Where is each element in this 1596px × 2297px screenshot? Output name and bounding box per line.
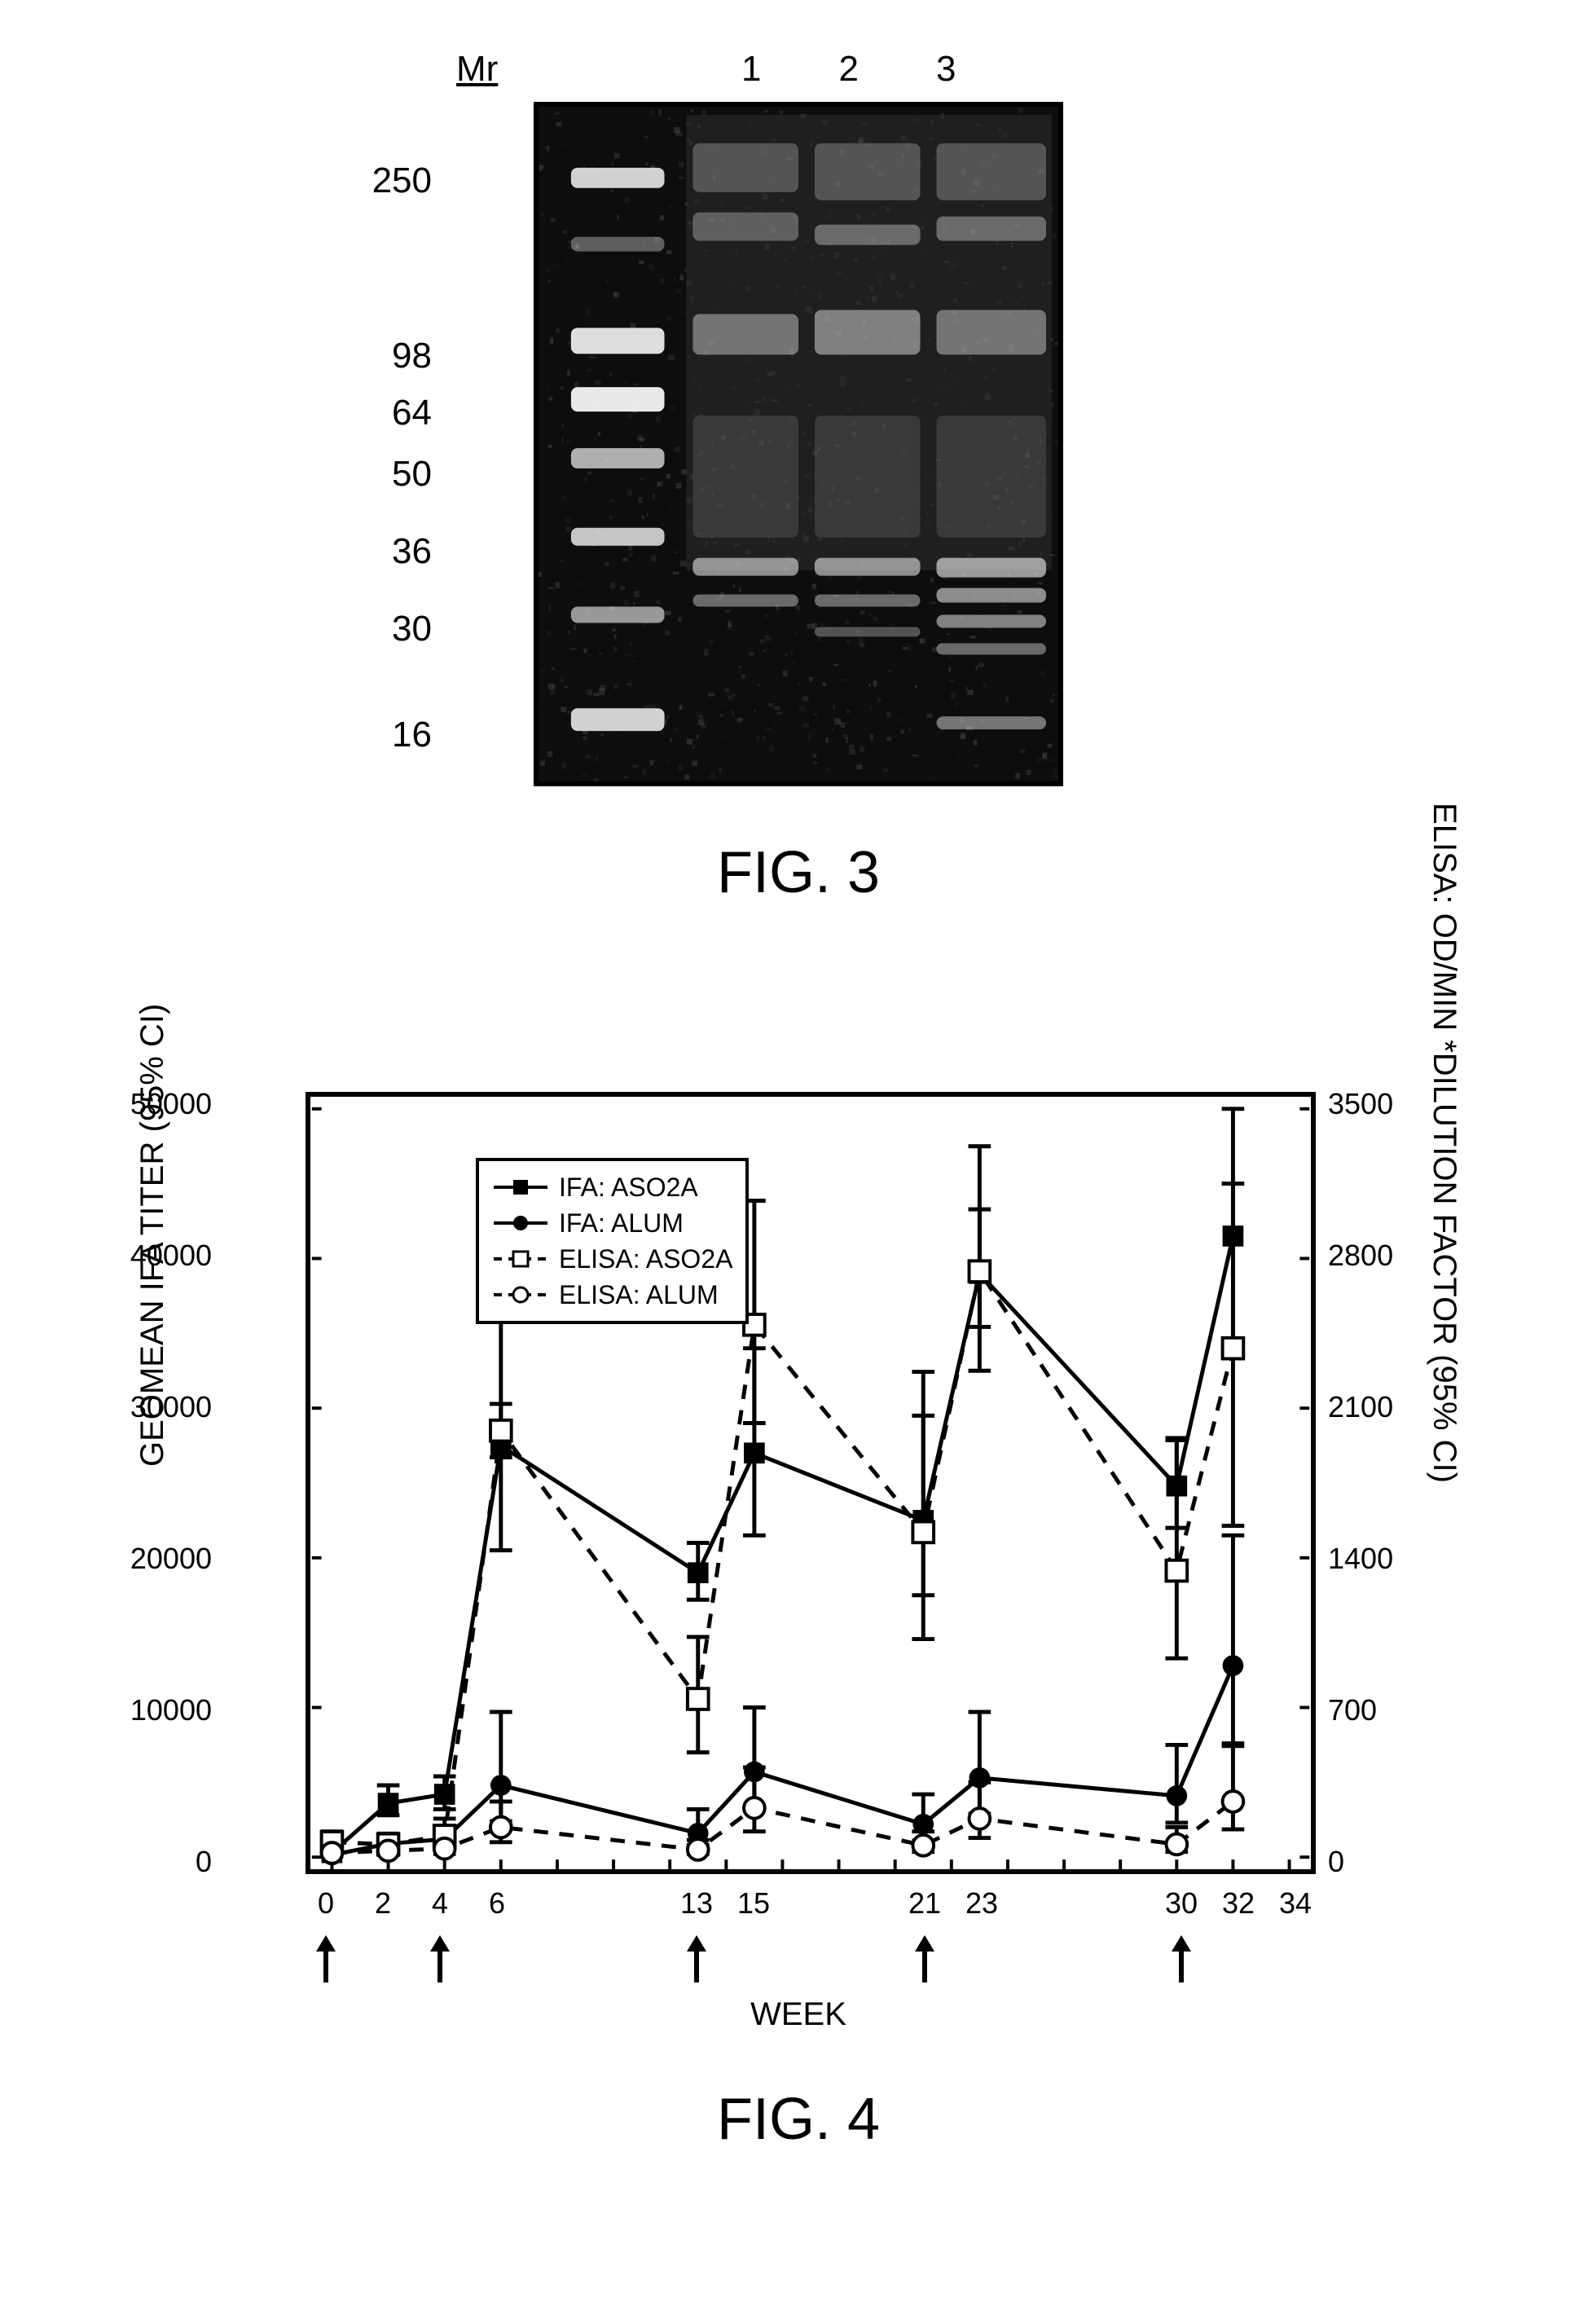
x-tick: 30 xyxy=(1165,1886,1198,1921)
lane-label: 1 xyxy=(741,49,761,90)
legend-label: IFA: ALUM xyxy=(559,1208,684,1239)
y1-tick: 20000 xyxy=(130,1542,212,1576)
x-tick: 34 xyxy=(1279,1886,1312,1921)
x-tick: 6 xyxy=(489,1886,505,1921)
legend-item: IFA: ASO2A xyxy=(492,1169,732,1205)
arrow-icon xyxy=(310,1935,342,1984)
y1-tick: 50000 xyxy=(130,1087,212,1121)
mw-marker-label: 36 xyxy=(392,534,432,570)
mw-marker-label: 50 xyxy=(392,456,432,492)
y2-axis-label: ELISA: OD/MIN *DILUTION FACTOR (95% CI) xyxy=(1426,803,1462,1483)
legend-marker-icon xyxy=(492,1175,549,1199)
chart-plot-area: IFA: ASO2A IFA: ALUM ELISA: ASO2A ELISA: AL… xyxy=(306,1092,1316,1874)
legend-marker-icon xyxy=(492,1247,549,1271)
mw-marker-label: 16 xyxy=(392,717,432,753)
figure-4: GEOMEAN IFA TITER (95% CI) ELISA: OD/MIN… xyxy=(163,1059,1434,2200)
y1-tick: 40000 xyxy=(130,1239,212,1273)
legend-marker-icon xyxy=(492,1283,549,1307)
mr-column-header: Mr xyxy=(456,49,498,90)
legend-item: IFA: ALUM xyxy=(492,1205,732,1241)
arrow-icon xyxy=(424,1935,456,1984)
mw-marker-label: 30 xyxy=(392,611,432,647)
legend-label: ELISA: ASO2A xyxy=(559,1244,732,1274)
y1-tick: 10000 xyxy=(130,1693,212,1727)
y2-tick: 3500 xyxy=(1328,1087,1393,1121)
x-tick: 0 xyxy=(318,1886,334,1921)
figure-3-caption: FIG. 3 xyxy=(456,839,1141,906)
x-tick: 13 xyxy=(680,1886,713,1921)
x-tick: 4 xyxy=(432,1886,448,1921)
x-tick: 15 xyxy=(737,1886,770,1921)
y2-tick: 0 xyxy=(1328,1845,1344,1879)
legend-label: ELISA: ALUM xyxy=(559,1280,719,1310)
lane-number-row: 1 2 3 xyxy=(741,49,956,90)
legend-item: ELISA: ALUM xyxy=(492,1277,732,1313)
x-tick: 21 xyxy=(908,1886,941,1921)
x-tick: 2 xyxy=(375,1886,391,1921)
figure-4-caption: FIG. 4 xyxy=(163,2086,1434,2153)
x-axis-label: WEEK xyxy=(163,1996,1434,2033)
mw-marker-label: 64 xyxy=(392,395,432,431)
mw-marker-label: 98 xyxy=(392,338,432,374)
chart-svg xyxy=(310,1097,1311,1869)
legend-marker-icon xyxy=(492,1211,549,1235)
lane-label: 3 xyxy=(936,49,956,90)
lane-label: 2 xyxy=(838,49,858,90)
y2-tick: 700 xyxy=(1328,1693,1377,1727)
y1-tick: 30000 xyxy=(130,1390,212,1424)
y2-tick: 2100 xyxy=(1328,1390,1393,1424)
x-tick: 23 xyxy=(965,1886,998,1921)
arrow-icon xyxy=(908,1935,941,1984)
y2-tick: 2800 xyxy=(1328,1239,1393,1273)
legend-label: IFA: ASO2A xyxy=(559,1173,698,1203)
mw-marker-label: 250 xyxy=(372,163,432,199)
y1-tick: 0 xyxy=(196,1845,212,1879)
chart-legend: IFA: ASO2A IFA: ALUM ELISA: ASO2A ELISA: AL… xyxy=(476,1158,749,1324)
y2-tick: 1400 xyxy=(1328,1542,1393,1576)
x-tick: 32 xyxy=(1222,1886,1255,1921)
gel-image xyxy=(534,102,1063,786)
legend-item: ELISA: ASO2A xyxy=(492,1241,732,1277)
arrow-icon xyxy=(680,1935,713,1984)
arrow-icon xyxy=(1165,1935,1198,1984)
gel-svg xyxy=(539,107,1058,781)
